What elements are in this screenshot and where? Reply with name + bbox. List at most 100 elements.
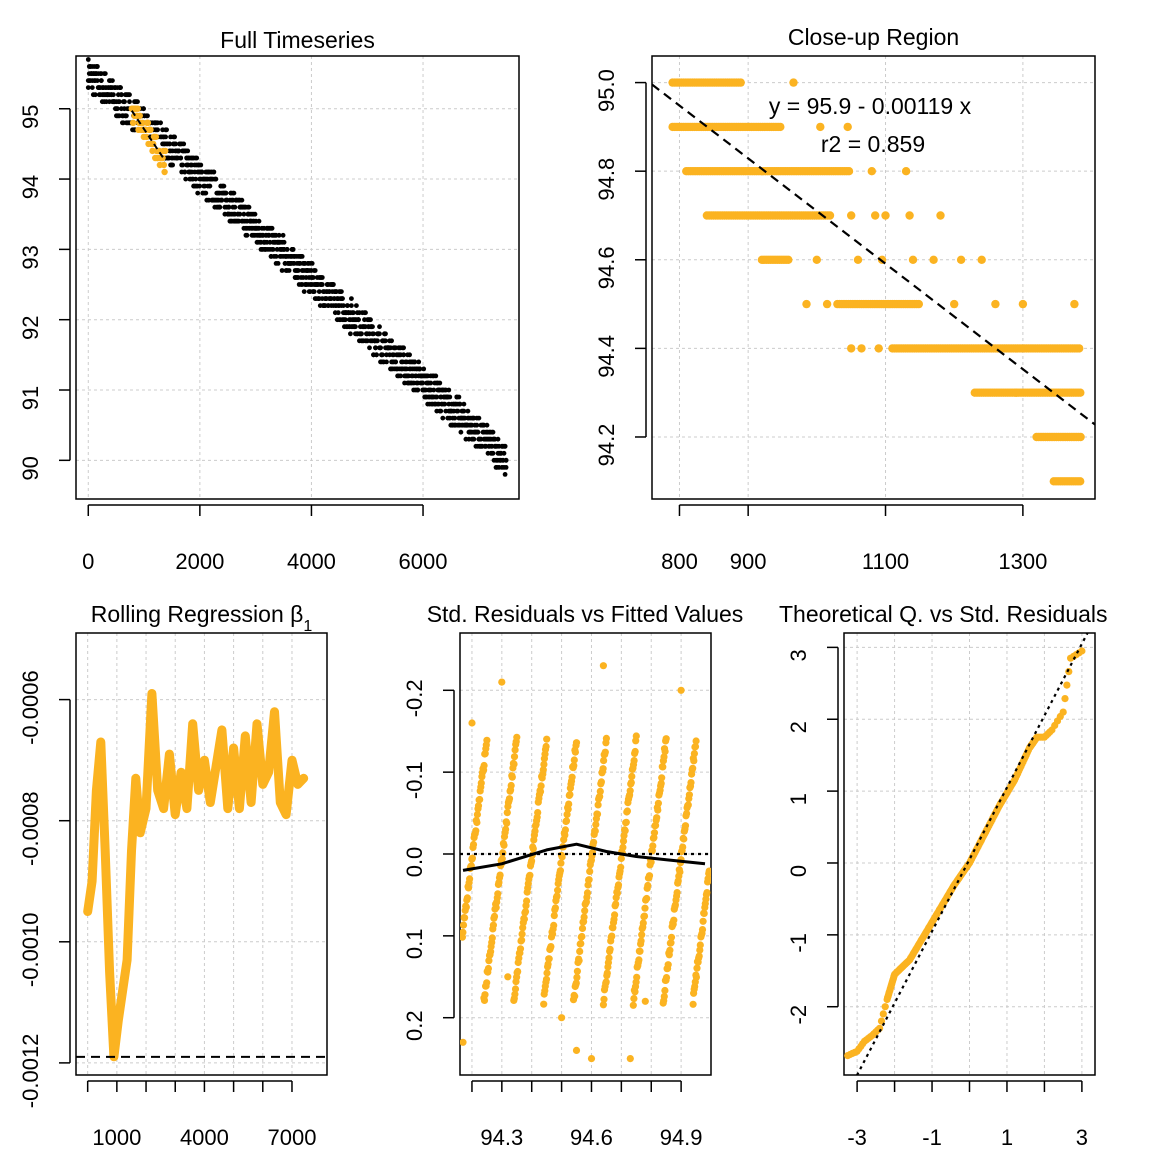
- residual-point: [667, 939, 675, 947]
- residual-point: [664, 961, 672, 969]
- timeseries-point: [417, 366, 423, 372]
- residual-point: [547, 943, 555, 951]
- chart-title: Full Timeseries: [220, 27, 375, 53]
- residual-point: [626, 787, 634, 795]
- timeseries-point: [217, 204, 223, 210]
- data-point: [847, 344, 856, 353]
- timeseries-point: [401, 345, 406, 351]
- residual-point: [557, 859, 565, 867]
- data-point: [871, 211, 880, 220]
- smooth-trend-line: [462, 842, 706, 872]
- residual-point: [561, 831, 569, 839]
- residual-point: [619, 843, 627, 852]
- timeseries-point: [311, 289, 317, 294]
- residual-point: [474, 802, 483, 810]
- timeseries-point: [279, 268, 285, 273]
- residual-point: [507, 781, 515, 790]
- residual-point: [617, 854, 625, 863]
- residual-point: [657, 779, 665, 788]
- residual-outlier: [498, 678, 506, 686]
- timeseries-point: [85, 57, 91, 62]
- timeseries-point: [461, 401, 467, 407]
- timeseries-point: [178, 155, 184, 161]
- timeseries-point: [343, 317, 348, 323]
- data-point: [825, 211, 835, 220]
- y-tick-label: -0.1: [402, 761, 427, 799]
- residual-point: [566, 790, 574, 799]
- timeseries-point: [194, 155, 200, 161]
- data-point: [857, 344, 866, 353]
- timeseries-point: [176, 148, 182, 154]
- residual-point: [654, 806, 662, 814]
- residual-outlier: [677, 686, 685, 694]
- residual-point: [590, 838, 598, 846]
- timeseries-point: [172, 134, 178, 140]
- timeseries-point: [115, 106, 120, 112]
- residual-point: [693, 964, 701, 972]
- timeseries-point: [377, 324, 382, 330]
- timeseries-point: [275, 261, 281, 266]
- timeseries-point: [170, 162, 176, 168]
- timeseries-point: [383, 331, 388, 337]
- beta-series-line: [83, 689, 309, 1062]
- y-tick-label: -0.0010: [18, 912, 43, 987]
- qq-plot-panel: -3 -1 1 3 -2 -1 0 1 2 3 Theoretical Q. vs Std. Res…: [779, 601, 1108, 1150]
- residual-point: [619, 837, 628, 845]
- timeseries-point: [393, 359, 398, 365]
- residual-outlier: [587, 1055, 596, 1063]
- data-point: [901, 167, 911, 176]
- data-point: [867, 167, 876, 176]
- x-tick-label: 0: [82, 549, 94, 574]
- residual-point: [496, 871, 504, 879]
- data-point: [914, 299, 923, 309]
- residual-point: [696, 941, 704, 949]
- y-tick-label: 93: [18, 245, 43, 269]
- timeseries-point: [273, 254, 279, 259]
- residual-point: [699, 917, 707, 925]
- timeseries-point: [207, 183, 213, 189]
- close-up-fit-line: [130, 110, 167, 162]
- y-tick-label: 92: [18, 315, 43, 339]
- residual-point: [680, 835, 688, 843]
- residual-point: [473, 810, 481, 819]
- residual-point: [556, 867, 565, 875]
- data-point: [816, 122, 825, 132]
- data-point: [874, 344, 883, 353]
- residual-point: [481, 991, 489, 999]
- residual-point: [483, 736, 491, 744]
- residual-point: [505, 795, 514, 803]
- chart-title: Std. Residuals vs Fitted Values: [427, 601, 744, 627]
- timeseries-point: [349, 303, 354, 308]
- timeseries-point: [458, 429, 464, 435]
- residual-point: [498, 855, 506, 863]
- timeseries-point: [371, 331, 376, 337]
- timeseries-point: [193, 176, 199, 182]
- residual-point: [500, 841, 508, 849]
- residual-point: [660, 992, 668, 1001]
- x-tick-label: 1300: [998, 549, 1047, 574]
- timeseries-point: [416, 359, 422, 365]
- residual-point: [469, 840, 478, 849]
- timeseries-point: [490, 429, 496, 435]
- residual-point: [600, 757, 608, 765]
- residual-point: [681, 822, 690, 830]
- residual-point: [638, 931, 646, 939]
- timeseries-point: [223, 190, 229, 196]
- timeseries-point: [211, 169, 217, 175]
- timeseries-point: [295, 268, 301, 273]
- residual-point: [518, 930, 526, 938]
- residual-point: [571, 748, 580, 756]
- residual-point: [580, 913, 588, 921]
- residual-point: [578, 924, 587, 933]
- residual-point: [476, 795, 484, 804]
- residual-point: [611, 911, 619, 919]
- timeseries-point: [447, 394, 453, 400]
- timeseries-point: [198, 162, 204, 168]
- timeseries-point: [415, 387, 421, 393]
- y-tick-label: -0.0012: [18, 1034, 43, 1109]
- residual-point: [578, 932, 586, 941]
- timeseries-point: [370, 324, 375, 330]
- residual-point: [466, 875, 474, 883]
- y-tick-label: -1: [786, 933, 811, 953]
- residual-point: [632, 732, 640, 740]
